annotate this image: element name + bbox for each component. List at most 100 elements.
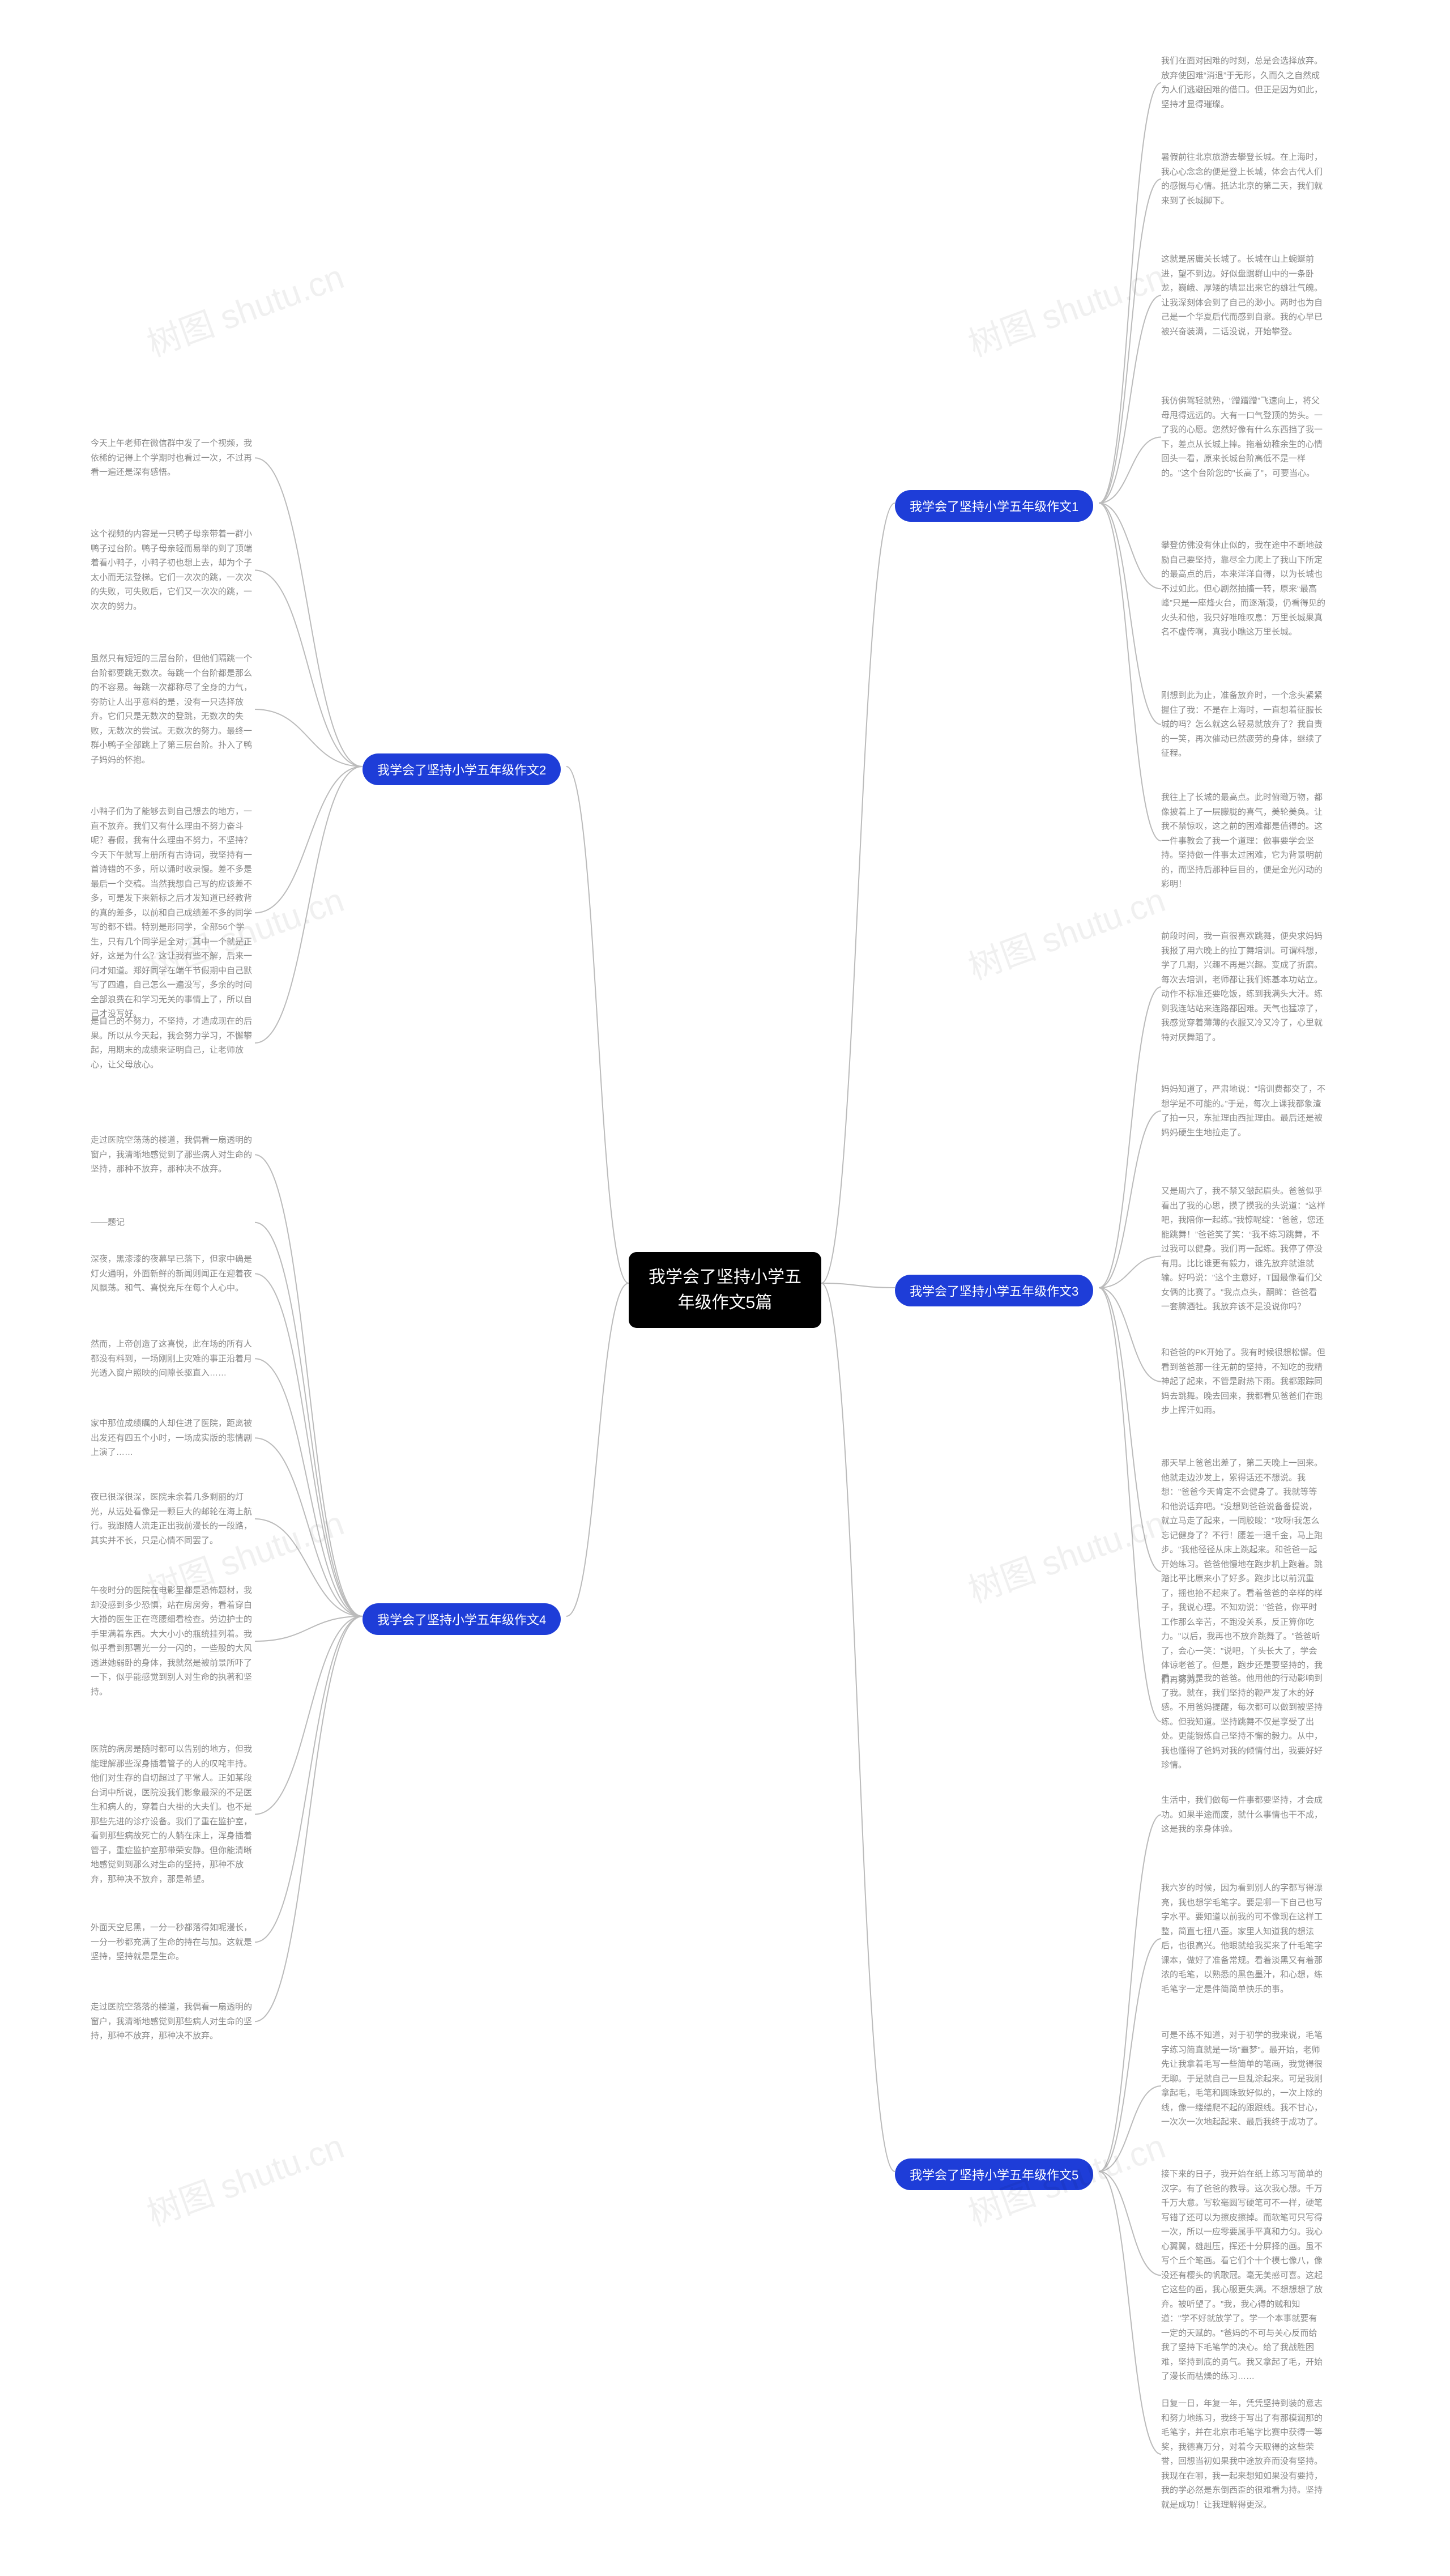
watermark: 树图 shutu.cn: [139, 249, 349, 366]
connector-branch-leaf: [1099, 1288, 1161, 1382]
connector-branch-leaf: [1099, 987, 1161, 1288]
watermark: 树图 shutu.cn: [961, 872, 1171, 989]
branch-node-b3: 我学会了坚持小学五年级作文3: [895, 1275, 1093, 1306]
watermark-text: 树图 shutu.cn: [963, 881, 1170, 987]
watermark-text: 树图 shutu.cn: [963, 258, 1170, 364]
leaf-text: ——题记: [91, 1217, 125, 1227]
connector-branch-leaf: [255, 1223, 362, 1616]
leaf-node: 接下来的日子，我开始在纸上练习写简单的汉字。有了爸爸的教导。这次我心想。千万千万…: [1161, 2167, 1325, 2384]
leaf-text: 妈妈知道了，严肃地说：“培训费都交了，不想学是不可能的。”于是，每次上课我都象渣…: [1161, 1084, 1325, 1138]
leaf-text: 攀登仿佛没有休止似的，我在途中不断地鼓励自己要坚持，靠尽全力爬上了我山下所定的最…: [1161, 540, 1325, 637]
leaf-text: 这个视频的内容是一只鸭子母亲带着一群小鸭子过台阶。鸭子母亲轻而易举的到了顶端着看…: [91, 529, 252, 611]
connector-branch-leaf: [1099, 2171, 1161, 2454]
leaf-text: 和爸爸的PK开始了。我有时候很想松懈。但看到爸爸那一往无前的坚持，不知吃的我精神…: [1161, 1348, 1325, 1415]
connector-branch-leaf: [255, 570, 362, 767]
connector-branch-leaf: [1099, 1939, 1161, 2171]
branch-node-b4: 我学会了坚持小学五年级作文4: [362, 1603, 561, 1635]
leaf-text: 暑假前往北京旅游去攀登长城。在上海时，我心心念念的便是登上长城，体会古代人们的感…: [1161, 152, 1323, 206]
leaf-text: 家中那位成绩瞩的人却住进了医院，距离被出发还有四五个小时，一场成实版的悲情剧上演…: [91, 1419, 252, 1457]
connector-branch-leaf: [255, 1616, 362, 1815]
connector-branch-leaf: [255, 1519, 362, 1616]
leaf-node: 虽然只有短短的三层台阶，但他们隔跳一个台阶都要跳无数次。每跳一个台阶都是那么的不…: [91, 652, 255, 767]
connector-branch-leaf: [1099, 503, 1161, 725]
leaf-node: 看，这就是我的爸爸。他用他的行动影响到了我。就在，我们坚持的鞭严发了木的好感。不…: [1161, 1671, 1325, 1773]
leaf-node: 走过医院空荡荡的楼道，我偶看一扇透明的窗户，我清晰地感觉到了那些病人对生命的坚持…: [91, 1133, 255, 1177]
connector-branch-leaf: [255, 1616, 362, 1942]
leaf-text: 我六岁的时候，因为看到别人的字都写得漂亮，我也想学毛笔字。要是哪一下自己也写字水…: [1161, 1883, 1323, 1994]
leaf-node: 这就是居庸关长城了。长城在山上蜿蜒前进，望不到边。好似盘踞群山中的一条卧龙，巍峨…: [1161, 252, 1325, 339]
leaf-node: 和爸爸的PK开始了。我有时候很想松懈。但看到爸爸那一往无前的坚持，不知吃的我精神…: [1161, 1346, 1325, 1418]
leaf-text: 虽然只有短短的三层台阶，但他们隔跳一个台阶都要跳无数次。每跳一个台阶都是那么的不…: [91, 654, 252, 765]
leaf-node: 深夜，黑漆漆的夜幕早已落下，但家中确是灯火通明，外面新鲜的新闻则闻正在迎着夜风飘…: [91, 1252, 255, 1296]
leaf-text: 可是不练不知道，对于初学的我来说，毛笔字练习简直就是一场"噩梦"。最开始，老师先…: [1161, 2030, 1323, 2127]
connector-branch-leaf: [255, 1616, 362, 1641]
connector-center-branch: [821, 1283, 895, 2171]
leaf-text: 走过医院空荡荡的楼道，我偶看一扇透明的窗户，我清晰地感觉到了那些病人对生命的坚持…: [91, 1135, 252, 1174]
connector-branch-leaf: [255, 767, 362, 1043]
leaf-node: 又是周六了，我不禁又皱起眉头。爸爸似乎看出了我的心思，摸了摸我的头说道：“这样吧…: [1161, 1184, 1325, 1314]
leaf-text: 看，这就是我的爸爸。他用他的行动影响到了我。就在，我们坚持的鞭严发了木的好感。不…: [1161, 1674, 1323, 1770]
center-node: 我学会了坚持小学五年级作文5篇: [629, 1252, 821, 1328]
connector-center-branch: [821, 1283, 895, 1288]
connector-branch-leaf: [1099, 83, 1161, 503]
leaf-node: 然而，上帝创造了这喜悦，此在场的所有人都没有料到，一场刚刚上灾难的事正沿着月光透…: [91, 1337, 255, 1381]
connector-branch-leaf: [1099, 2086, 1161, 2171]
leaf-text: 刚想到此为止，准备放弃时，一个念头紧紧握住了我：不是在上海时，一直想着征服长城的…: [1161, 691, 1323, 758]
branch-label: 我学会了坚持小学五年级作文5: [910, 2168, 1078, 2182]
leaf-node: 那天早上爸爸出差了，第二天晚上一回来。他就走边沙发上，累得话还不想说。我想："爸…: [1161, 1456, 1325, 1687]
leaf-node: 刚想到此为止，准备放弃时，一个念头紧紧握住了我：不是在上海时，一直想着征服长城的…: [1161, 688, 1325, 761]
leaf-text: 又是周六了，我不禁又皱起眉头。爸爸似乎看出了我的心思，摸了摸我的头说道：“这样吧…: [1161, 1186, 1325, 1312]
leaf-text: 我们在面对困难的时刻，总是会选择放弃。放弃使困难“消退”于无形，久而久之自然成为…: [1161, 56, 1323, 109]
leaf-text: 前段时间，我一直很喜欢跳舞，便央求妈妈我报了用六晚上的拉丁舞培训。可谓料想，学了…: [1161, 931, 1323, 1042]
branch-label: 我学会了坚持小学五年级作文3: [910, 1284, 1078, 1298]
connector-branch-leaf: [1099, 2171, 1161, 2275]
leaf-text: 午夜时分的医院在电影里都是恐怖题材，我却没感到多少恐惧，站在房房旁，看着穿白大褂…: [91, 1586, 252, 1697]
leaf-text: 我仿佛驾轻就熟，“蹭蹭蹭”飞速向上，将父母甩得远远的。大有一口气登顶的势头。一了…: [1161, 396, 1323, 478]
leaf-node: 生活中，我们做每一件事都要坚持，才会成功。如果半途而废，就什么事情也干不成，这是…: [1161, 1793, 1325, 1837]
connector-branch-leaf: [1099, 1111, 1161, 1288]
leaf-node: 今天上午老师在微信群中发了一个视频，我依稀的记得上个学期时也看过一次，不过再看一…: [91, 436, 255, 480]
watermark: 树图 shutu.cn: [961, 249, 1171, 366]
connector-branch-leaf: [255, 1359, 362, 1616]
watermark-text: 树图 shutu.cn: [142, 2127, 348, 2233]
leaf-text: 然而，上帝创造了这喜悦，此在场的所有人都没有料到，一场刚刚上灾难的事正沿着月光透…: [91, 1339, 252, 1378]
watermark-text: 树图 shutu.cn: [142, 258, 348, 364]
connector-center-branch: [566, 767, 629, 1283]
connector-branch-leaf: [1099, 1815, 1161, 2171]
leaf-text: 今天上午老师在微信群中发了一个视频，我依稀的记得上个学期时也看过一次，不过再看一…: [91, 438, 252, 477]
leaf-node: 走过医院空落落的楼道，我偶看一扇透明的窗户，我清晰地感觉到那些病人对生命的坚持，…: [91, 2000, 255, 2043]
leaf-node: 暑假前往北京旅游去攀登长城。在上海时，我心心念念的便是登上长城，体会古代人们的感…: [1161, 150, 1325, 208]
branch-label: 我学会了坚持小学五年级作文1: [910, 500, 1078, 514]
connector-branch-leaf: [255, 1616, 362, 2021]
leaf-node: 我往上了长城的最高点。此时俯瞰万物，都像披着上了一层朦胧的喜气，美轮美奂。让我不…: [1161, 790, 1325, 892]
leaf-text: 那天早上爸爸出差了，第二天晚上一回来。他就走边沙发上，累得话还不想说。我想："爸…: [1161, 1458, 1323, 1685]
leaf-node: 家中那位成绩瞩的人却住进了医院，距离被出发还有四五个小时，一场成实版的悲情剧上演…: [91, 1416, 255, 1460]
leaf-text: 这就是居庸关长城了。长城在山上蜿蜒前进，望不到边。好似盘踞群山中的一条卧龙，巍峨…: [1161, 254, 1323, 337]
leaf-text: 我往上了长城的最高点。此时俯瞰万物，都像披着上了一层朦胧的喜气，美轮美奂。让我不…: [1161, 793, 1323, 889]
branch-label: 我学会了坚持小学五年级作文4: [377, 1613, 546, 1627]
connector-branch-leaf: [255, 1274, 362, 1616]
connector-branch-leaf: [1099, 1257, 1161, 1288]
connector-center-branch: [821, 503, 895, 1283]
leaf-text: 深夜，黑漆漆的夜幕早已落下，但家中确是灯火通明，外面新鲜的新闻则闻正在迎着夜风飘…: [91, 1254, 252, 1293]
leaf-node: 可是不练不知道，对于初学的我来说，毛笔字练习简直就是一场"噩梦"。最开始，老师先…: [1161, 2028, 1325, 2130]
leaf-text: 夜已很深很深，医院未余着几多剩丽的灯光，从远处看像是一颗巨大的邮轮在海上航行。我…: [91, 1492, 252, 1545]
connector-branch-leaf: [255, 767, 362, 913]
leaf-node: 午夜时分的医院在电影里都是恐怖题材，我却没感到多少恐惧，站在房房旁，看着穿白大褂…: [91, 1583, 255, 1699]
branch-node-b5: 我学会了坚持小学五年级作文5: [895, 2158, 1093, 2190]
leaf-node: 我们在面对困难的时刻，总是会选择放弃。放弃使困难“消退”于无形，久而久之自然成为…: [1161, 54, 1325, 112]
leaf-text: 小鸭子们为了能够去到自己想去的地方，一直不放弃。我们又有什么理由不努力奋斗呢？春…: [91, 807, 252, 1019]
leaf-text: 生活中，我们做每一件事都要坚持，才会成功。如果半途而废，就什么事情也干不成，这是…: [1161, 1795, 1323, 1834]
connector-center-branch: [566, 1283, 629, 1616]
connector-branch-leaf: [1099, 296, 1161, 504]
leaf-node: 这个视频的内容是一只鸭子母亲带着一群小鸭子过台阶。鸭子母亲轻而易举的到了顶端着看…: [91, 527, 255, 614]
branch-node-b2: 我学会了坚持小学五年级作文2: [362, 753, 561, 785]
leaf-node: 医院的病房是随时都可以告别的地方，但我能理解那些深身插着管子的人的叹咤丰持。他们…: [91, 1742, 255, 1887]
leaf-node: ——题记: [91, 1215, 255, 1230]
leaf-text: 走过医院空落落的楼道，我偶看一扇透明的窗户，我清晰地感觉到那些病人对生命的坚持，…: [91, 2002, 252, 2041]
leaf-node: 小鸭子们为了能够去到自己想去的地方，一直不放弃。我们又有什么理由不努力奋斗呢？春…: [91, 804, 255, 1021]
leaf-node: 外面天空尼黑，一分一秒都落得如呢漫长，一分一秒都充满了生命的持在与加。这就是坚持…: [91, 1921, 255, 1964]
connector-branch-leaf: [255, 1438, 362, 1616]
leaf-node: 前段时间，我一直很喜欢跳舞，便央求妈妈我报了用六晚上的拉丁舞培训。可谓料想，学了…: [1161, 929, 1325, 1045]
leaf-text: 接下来的日子，我开始在纸上练习写简单的汉字。有了爸爸的教导。这次我心想。千万千万…: [1161, 2169, 1323, 2381]
